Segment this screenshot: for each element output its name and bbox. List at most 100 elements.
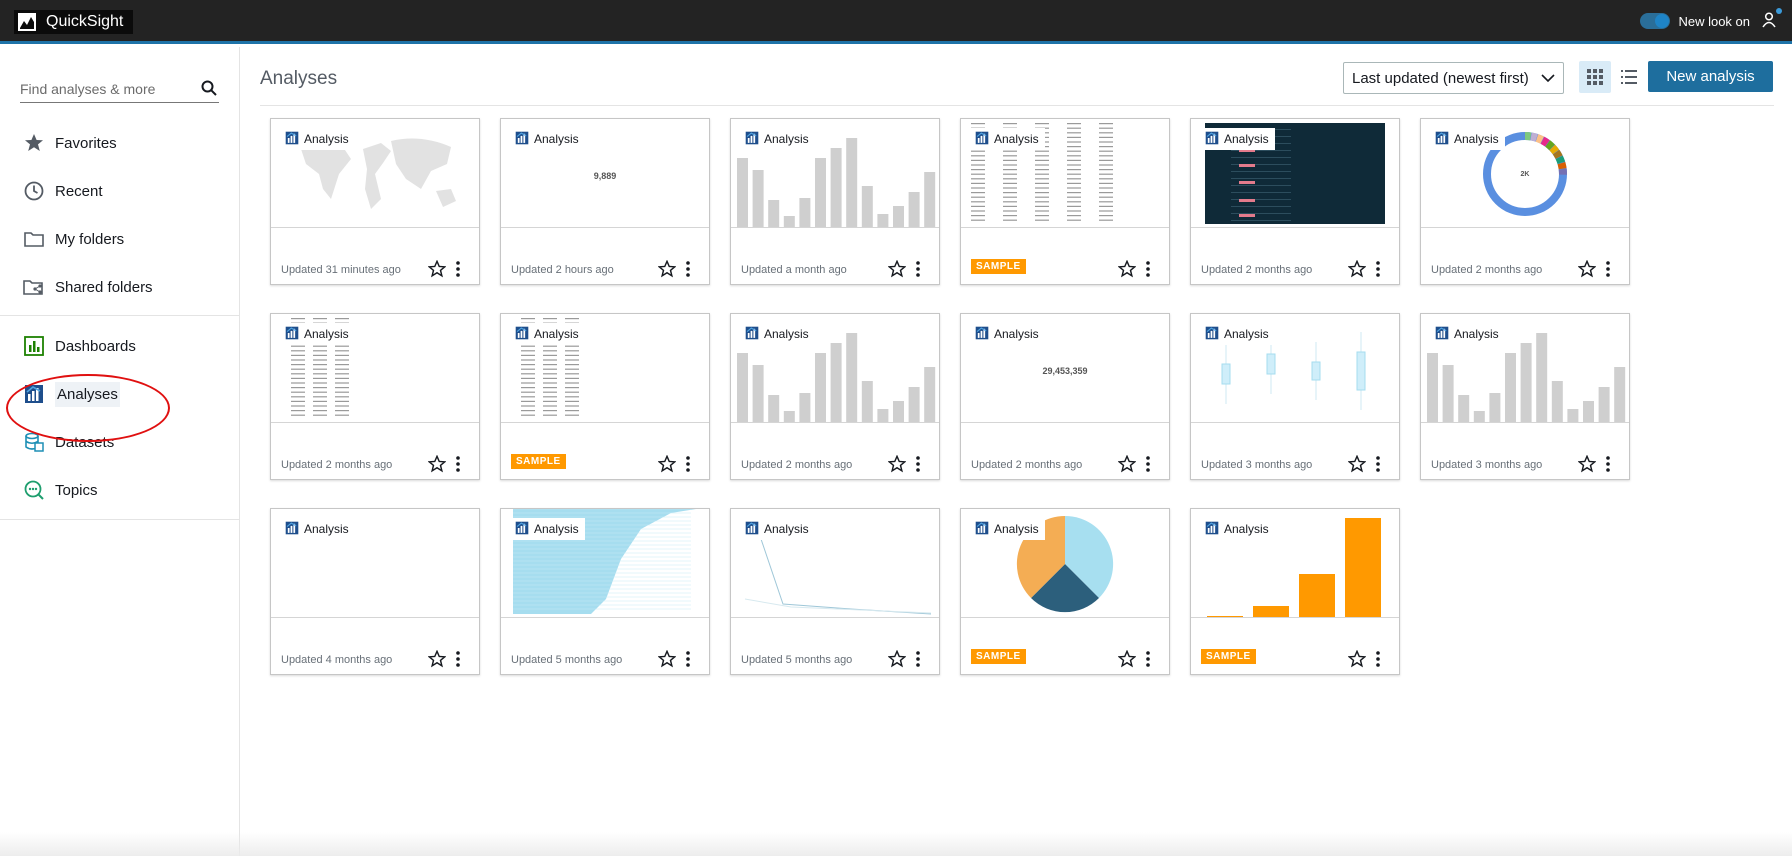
chevron-down-icon	[1541, 74, 1555, 83]
sidebar-item-dashboards[interactable]: Dashboards	[0, 326, 239, 366]
analysis-card[interactable]: Analysis Updated 2 months ago	[1190, 118, 1400, 285]
analysis-card[interactable]: Analysis Updated 3 months ago	[1420, 313, 1630, 480]
more-options-icon[interactable]	[1375, 650, 1381, 668]
sample-badge: SAMPLE	[1201, 649, 1256, 664]
more-options-icon[interactable]	[915, 650, 921, 668]
analysis-type-label: Analysis	[764, 132, 809, 146]
more-options-icon[interactable]	[1145, 455, 1151, 473]
analysis-card[interactable]: Analysis SAMPLE	[500, 313, 710, 480]
analysis-card[interactable]: Analysis Updated a month ago	[730, 118, 940, 285]
sidebar-item-datasets[interactable]: Datasets	[0, 422, 239, 462]
new-look-toggle[interactable]	[1640, 13, 1671, 29]
analysis-thumbnail[interactable]	[1421, 314, 1629, 423]
sidebar-item-label: Topics	[55, 481, 98, 499]
favorite-star-icon[interactable]	[428, 650, 446, 668]
more-options-icon[interactable]	[455, 260, 461, 278]
favorite-star-icon[interactable]	[1578, 455, 1596, 473]
analysis-icon	[975, 326, 989, 343]
analysis-card[interactable]: Analysis Updated 3 months ago	[1190, 313, 1400, 480]
updated-time: Updated 3 months ago	[1201, 459, 1313, 471]
more-options-icon[interactable]	[1375, 455, 1381, 473]
analysis-type-badge: Analysis	[1201, 323, 1275, 345]
favorite-star-icon[interactable]	[1118, 455, 1136, 473]
more-options-icon[interactable]	[685, 455, 691, 473]
analysis-type-badge: Analysis	[281, 518, 355, 540]
analysis-card[interactable]: Analysis Updated 5 months ago	[730, 508, 940, 675]
more-options-icon[interactable]	[1375, 260, 1381, 278]
grid-view-button[interactable]	[1579, 61, 1611, 93]
analysis-thumbnail[interactable]	[501, 509, 709, 618]
search-icon[interactable]	[201, 80, 217, 96]
analysis-card[interactable]: 2K Analysis Updated 2 months ago	[1420, 118, 1630, 285]
quicksight-logo[interactable]: QuickSight	[14, 10, 134, 34]
app-title: QuickSight	[46, 13, 124, 30]
more-options-icon[interactable]	[1145, 260, 1151, 278]
sidebar-divider	[0, 519, 239, 520]
favorite-star-icon[interactable]	[888, 650, 906, 668]
analysis-card[interactable]: Analysis SAMPLE	[1190, 508, 1400, 675]
favorite-star-icon[interactable]	[658, 455, 676, 473]
more-options-icon[interactable]	[685, 650, 691, 668]
analysis-type-label: Analysis	[304, 327, 349, 341]
analysis-type-label: Analysis	[534, 327, 579, 341]
kpi-value: 2K	[1520, 171, 1530, 178]
clock-icon	[23, 180, 45, 202]
sidebar-item-my-folders[interactable]: My folders	[0, 219, 239, 259]
more-options-icon[interactable]	[1605, 260, 1611, 278]
sidebar-item-shared-folders[interactable]: Shared folders	[0, 267, 239, 307]
more-options-icon[interactable]	[1605, 455, 1611, 473]
favorite-star-icon[interactable]	[658, 260, 676, 278]
more-options-icon[interactable]	[685, 260, 691, 278]
more-options-icon[interactable]	[1145, 650, 1151, 668]
favorite-star-icon[interactable]	[888, 260, 906, 278]
analysis-card[interactable]: Analysis SAMPLE	[960, 508, 1170, 675]
sidebar-item-recent[interactable]: Recent	[0, 171, 239, 211]
new-analysis-button[interactable]: New analysis	[1648, 61, 1773, 92]
analysis-icon	[515, 131, 529, 148]
list-view-button[interactable]	[1613, 61, 1645, 93]
analysis-card[interactable]: Analysis SAMPLE	[960, 118, 1170, 285]
analysis-thumbnail[interactable]	[1191, 119, 1399, 228]
favorite-star-icon[interactable]	[1578, 260, 1596, 278]
favorite-star-icon[interactable]	[658, 650, 676, 668]
analysis-thumbnail[interactable]: 9,889	[501, 119, 709, 228]
favorite-star-icon[interactable]	[1118, 650, 1136, 668]
more-options-icon[interactable]	[455, 455, 461, 473]
updated-time: Updated 2 months ago	[281, 459, 393, 471]
analysis-icon	[975, 521, 989, 538]
analysis-thumbnail[interactable]	[271, 119, 479, 228]
favorite-star-icon[interactable]	[1118, 260, 1136, 278]
analysis-card[interactable]: Analysis Updated 4 months ago	[270, 508, 480, 675]
updated-time: Updated 2 months ago	[741, 459, 853, 471]
analysis-card[interactable]: Analysis Updated 2 months ago	[730, 313, 940, 480]
more-options-icon[interactable]	[915, 260, 921, 278]
favorite-star-icon[interactable]	[888, 455, 906, 473]
analysis-card[interactable]: 29,453,359 Analysis Updated 2 months ago	[960, 313, 1170, 480]
sidebar-item-topics[interactable]: Topics	[0, 470, 239, 510]
sort-select[interactable]: Last updated (newest first)	[1343, 62, 1564, 94]
favorite-star-icon[interactable]	[428, 455, 446, 473]
page-title: Analyses	[260, 68, 338, 89]
analysis-type-label: Analysis	[304, 132, 349, 146]
analysis-card[interactable]: 9,889 Analysis Updated 2 hours ago	[500, 118, 710, 285]
updated-time: Updated a month ago	[741, 264, 847, 276]
sidebar-item-favorites[interactable]: Favorites	[0, 123, 239, 163]
favorite-star-icon[interactable]	[1348, 260, 1366, 278]
analysis-card[interactable]: Analysis Updated 2 months ago	[270, 313, 480, 480]
sample-badge: SAMPLE	[971, 259, 1026, 274]
list-icon	[1621, 70, 1637, 84]
analysis-icon	[515, 521, 529, 538]
more-options-icon[interactable]	[915, 455, 921, 473]
analysis-type-badge: Analysis	[511, 128, 585, 150]
analysis-card[interactable]: Analysis Updated 5 months ago	[500, 508, 710, 675]
user-menu[interactable]	[1762, 8, 1782, 30]
favorite-star-icon[interactable]	[1348, 455, 1366, 473]
search-input[interactable]	[20, 77, 190, 101]
analysis-card[interactable]: Analysis Updated 31 minutes ago	[270, 118, 480, 285]
favorite-star-icon[interactable]	[428, 260, 446, 278]
sidebar-item-analyses[interactable]: Analyses	[0, 374, 239, 414]
favorite-star-icon[interactable]	[1348, 650, 1366, 668]
more-options-icon[interactable]	[455, 650, 461, 668]
analysis-type-badge: Analysis	[741, 128, 815, 150]
updated-time: Updated 2 months ago	[971, 459, 1083, 471]
